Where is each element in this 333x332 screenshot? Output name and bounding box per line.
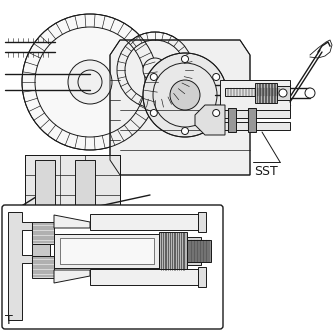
Polygon shape: [110, 40, 250, 175]
Bar: [159, 232, 187, 270]
Bar: [25, 155, 120, 210]
Circle shape: [213, 110, 220, 117]
Text: T: T: [5, 314, 13, 327]
Polygon shape: [54, 215, 90, 228]
Polygon shape: [54, 270, 90, 283]
Bar: [255, 83, 277, 103]
Bar: [35, 160, 55, 205]
Polygon shape: [215, 122, 290, 130]
Polygon shape: [8, 212, 32, 320]
Bar: [90, 214, 198, 230]
Circle shape: [150, 73, 157, 80]
Circle shape: [68, 60, 112, 104]
Circle shape: [150, 110, 157, 117]
Bar: [90, 269, 198, 285]
Bar: [220, 80, 290, 110]
Circle shape: [305, 88, 315, 98]
Circle shape: [22, 14, 158, 150]
Bar: [187, 240, 211, 262]
Circle shape: [213, 73, 220, 80]
Bar: [225, 88, 285, 96]
Circle shape: [181, 55, 188, 62]
FancyBboxPatch shape: [2, 205, 223, 329]
Bar: [198, 267, 206, 287]
Bar: [60, 238, 154, 264]
Circle shape: [279, 89, 287, 97]
Circle shape: [143, 58, 167, 82]
Bar: [248, 108, 256, 132]
Polygon shape: [215, 110, 290, 118]
Bar: [198, 212, 206, 232]
Polygon shape: [195, 105, 225, 135]
Circle shape: [181, 127, 188, 134]
Bar: [32, 244, 50, 256]
Circle shape: [143, 53, 227, 137]
Bar: [54, 234, 159, 268]
Bar: [201, 241, 211, 261]
Bar: [32, 256, 54, 278]
Bar: [75, 160, 95, 205]
Bar: [187, 237, 201, 265]
Circle shape: [117, 32, 193, 108]
Bar: [277, 86, 290, 100]
Text: SST: SST: [254, 165, 278, 178]
Bar: [25, 155, 120, 210]
Bar: [32, 222, 54, 244]
Bar: [228, 108, 236, 132]
Circle shape: [170, 80, 200, 110]
